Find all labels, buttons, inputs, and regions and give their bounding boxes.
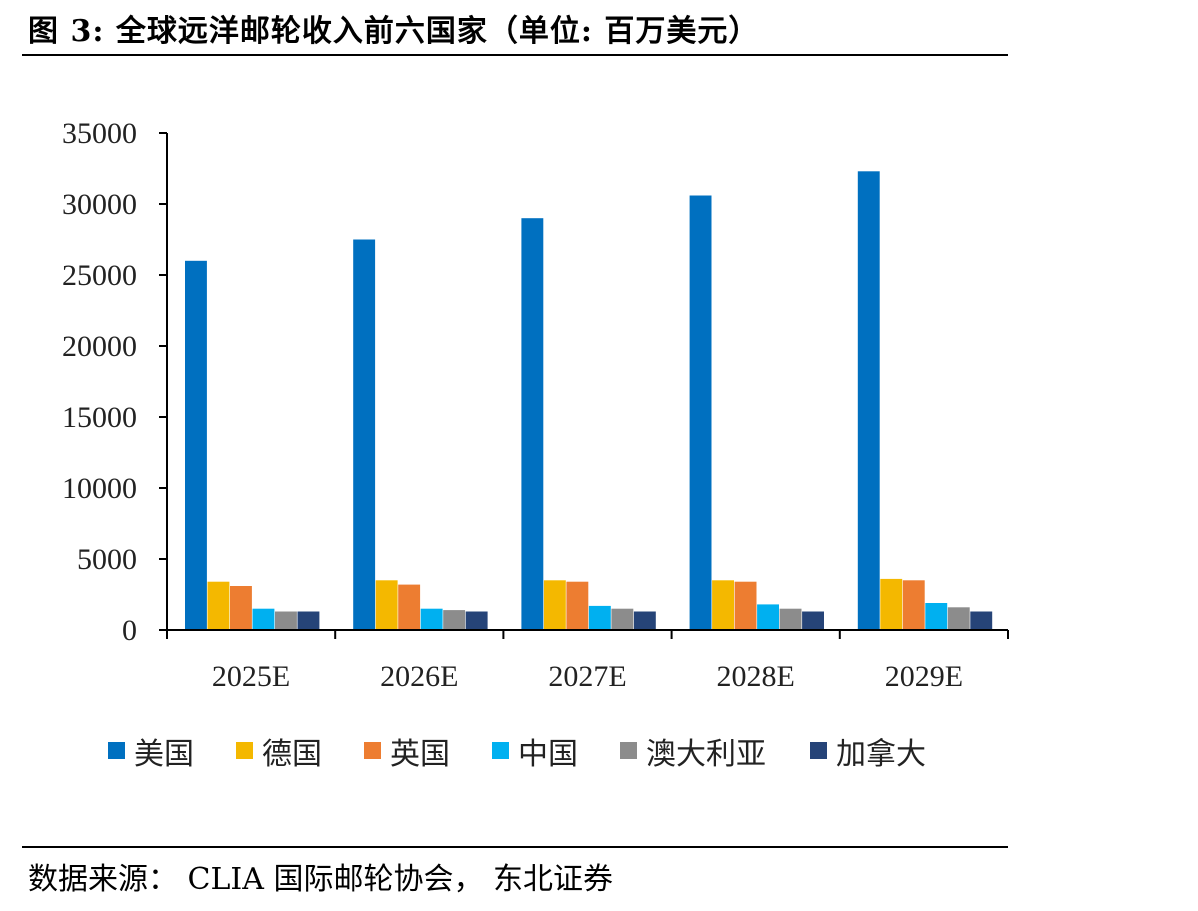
title-rule — [22, 54, 1008, 56]
bar-英国-2027E — [566, 581, 589, 630]
bar-澳大利亚-2028E — [779, 608, 802, 630]
plot-area — [185, 171, 993, 631]
bar-美国-2025E — [185, 260, 207, 630]
bar-澳大利亚-2027E — [611, 608, 634, 630]
legend-label-澳大利亚: 澳大利亚 — [646, 737, 766, 772]
bar-中国-2026E — [420, 608, 443, 630]
x-tick-label: 2026E — [380, 660, 458, 693]
y-tick-label: 0 — [122, 614, 137, 647]
bar-澳大利亚-2026E — [443, 610, 466, 630]
legend-swatch-美国 — [108, 742, 125, 759]
bar-英国-2028E — [734, 581, 757, 630]
bar-英国-2025E — [230, 586, 252, 630]
legend-label-英国: 英国 — [390, 737, 450, 772]
legend-swatch-中国 — [492, 742, 509, 759]
legend-label-美国: 美国 — [134, 737, 194, 772]
bar-中国-2029E — [925, 603, 948, 630]
legend-swatch-澳大利亚 — [620, 742, 637, 759]
bar-加拿大-2025E — [297, 611, 320, 630]
legend-label-德国: 德国 — [262, 737, 322, 772]
source-rule — [22, 846, 1008, 848]
bar-澳大利亚-2025E — [275, 611, 297, 630]
bar-美国-2028E — [689, 195, 712, 630]
legend: 美国 德国 英国 中国 澳大利亚 加拿大 — [108, 737, 926, 772]
legend-label-加拿大: 加拿大 — [836, 737, 926, 772]
x-tick-label: 2028E — [717, 660, 795, 693]
bar-德国-2029E — [880, 578, 903, 630]
bar-美国-2027E — [521, 218, 544, 630]
figure-title: 图 3: 全球远洋邮轮收入前六国家（单位: 百万美元） — [28, 14, 760, 49]
legend-swatch-德国 — [236, 742, 253, 759]
y-tick-label: 20000 — [62, 330, 137, 363]
x-tick-label: 2025E — [212, 660, 290, 693]
legend-swatch-加拿大 — [810, 742, 827, 759]
bar-澳大利亚-2029E — [947, 607, 970, 630]
bar-加拿大-2027E — [633, 611, 656, 630]
x-tick-label: 2029E — [885, 660, 963, 693]
x-tick-label: 2027E — [548, 660, 626, 693]
y-tick-label: 30000 — [62, 188, 137, 221]
y-tick-label: 15000 — [62, 401, 137, 434]
y-tick-label: 5000 — [77, 543, 137, 576]
legend-label-中国: 中国 — [518, 737, 578, 772]
legend-swatch-英国 — [364, 742, 381, 759]
bar-加拿大-2028E — [802, 611, 824, 630]
bar-加拿大-2026E — [465, 611, 488, 630]
bar-英国-2026E — [398, 584, 421, 630]
bar-美国-2026E — [353, 239, 376, 630]
source-note: 数据来源： CLIA 国际邮轮协会， 东北证券 — [28, 862, 613, 897]
bar-德国-2026E — [375, 580, 398, 630]
y-axis: 0 5000 10000 15000 20000 25000 30000 35000 — [62, 117, 168, 647]
y-tick-label: 25000 — [62, 259, 137, 292]
y-tick-label: 10000 — [62, 472, 137, 505]
bar-德国-2025E — [207, 581, 230, 630]
bar-德国-2028E — [712, 580, 734, 630]
bar-中国-2028E — [757, 604, 779, 630]
bar-德国-2027E — [543, 580, 566, 630]
bar-中国-2027E — [588, 605, 611, 630]
x-axis: 2025E 2026E 2027E 2028E 2029E — [166, 629, 1009, 693]
bar-加拿大-2029E — [970, 611, 993, 630]
bar-中国-2025E — [252, 608, 275, 630]
y-tick-label: 35000 — [62, 117, 137, 150]
bar-美国-2029E — [857, 171, 880, 631]
bar-英国-2029E — [902, 580, 925, 630]
